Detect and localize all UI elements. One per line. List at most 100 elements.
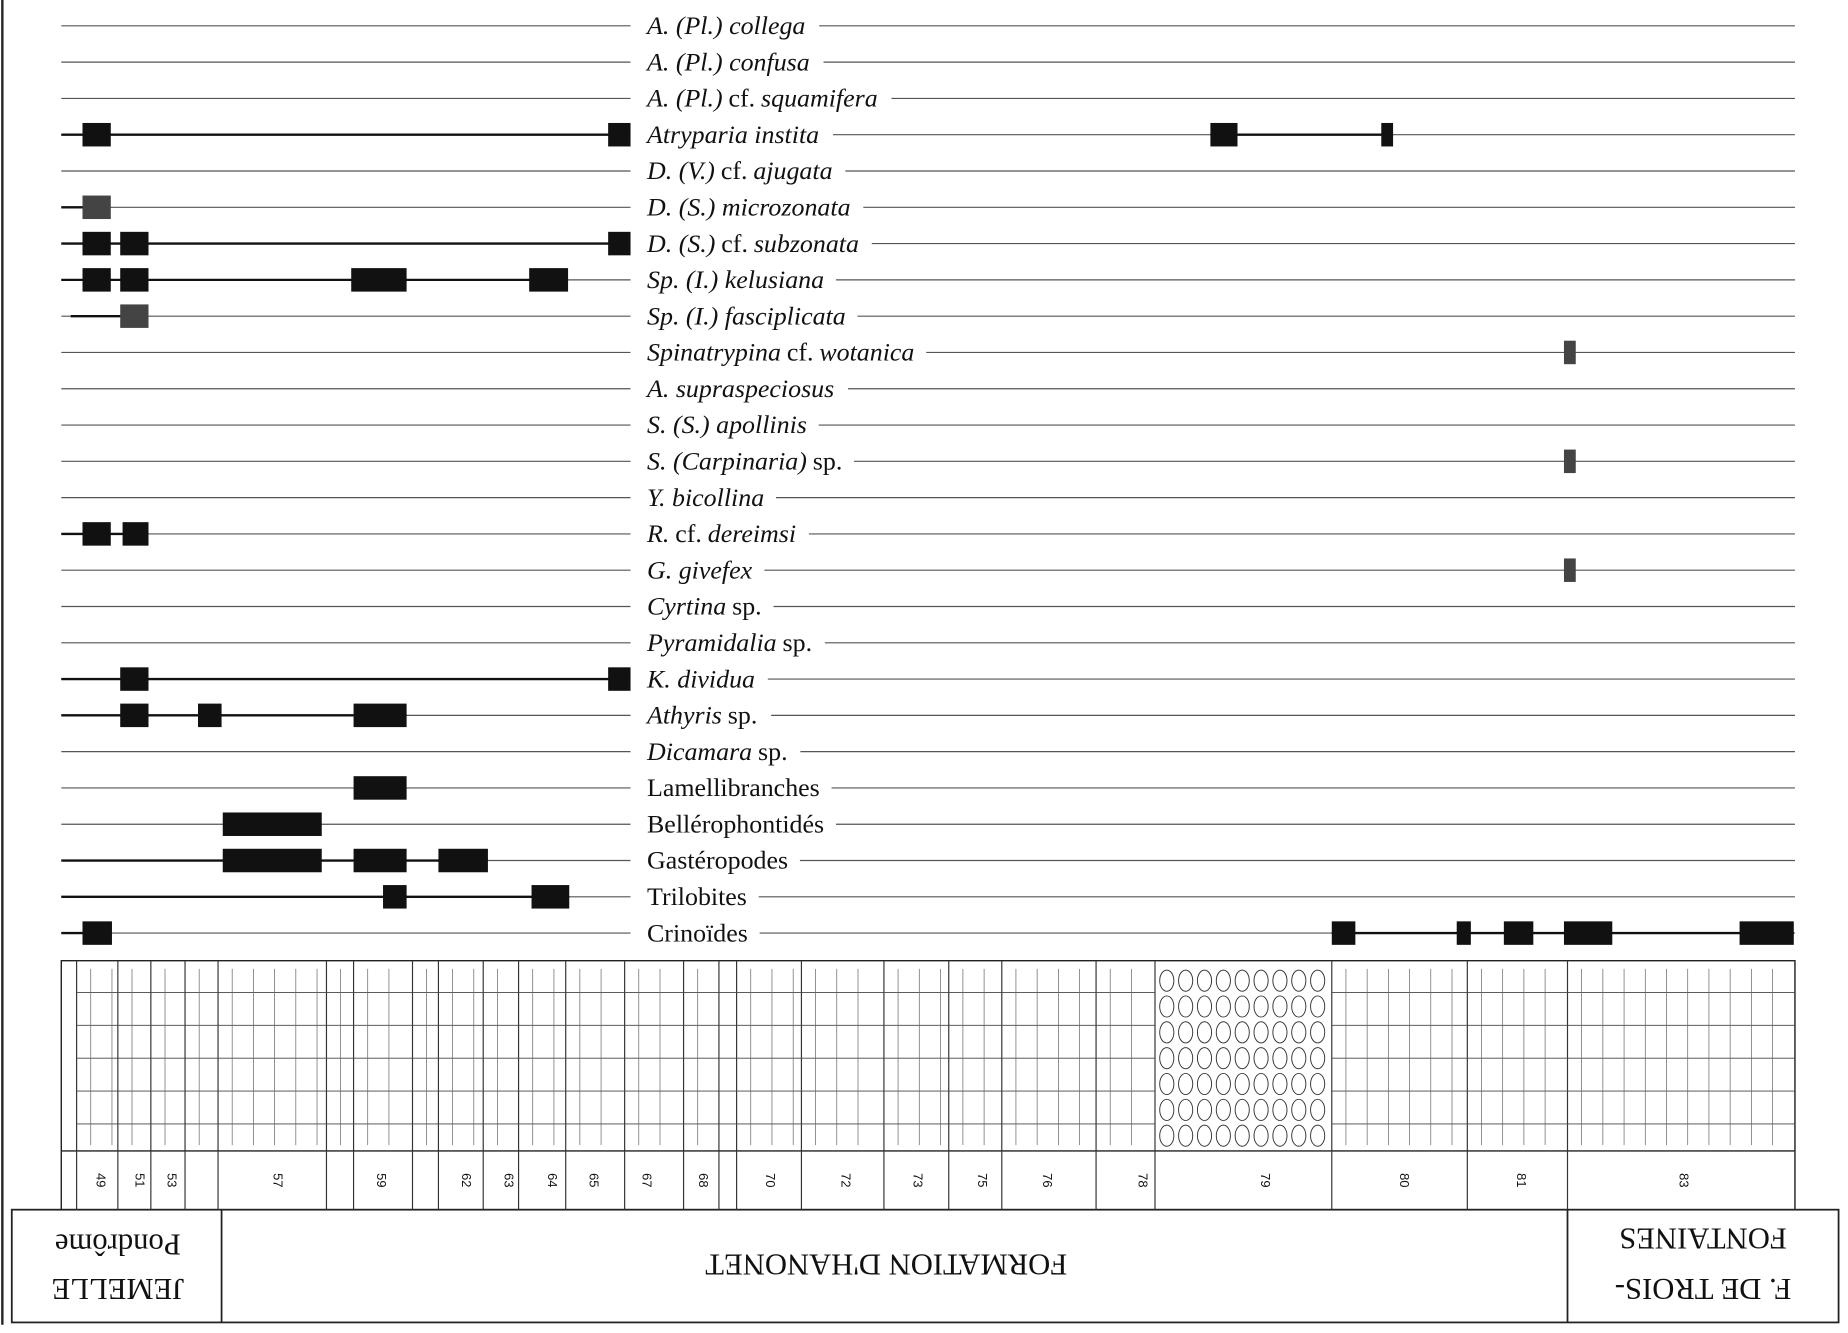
taxon-label: D. (V.) cf. ajugata (646, 156, 833, 185)
nodule (1234, 1072, 1250, 1096)
nodule (1253, 1047, 1269, 1070)
bed-number: 51 (133, 1173, 148, 1187)
occurrence (82, 231, 111, 256)
occurrence (1563, 449, 1576, 474)
bed-number: 63 (501, 1173, 516, 1187)
nodule (1215, 1124, 1231, 1147)
formation-label: F. DE TROIS- (1615, 1272, 1792, 1306)
taxon-part: ajugata (753, 156, 832, 185)
occurrence (120, 667, 149, 691)
bed-number: 79 (1258, 1173, 1273, 1187)
taxon-part: S. (Carpinaria) (647, 447, 807, 476)
bed-number: 53 (164, 1173, 179, 1187)
taxon-part: K. dividua (646, 664, 755, 693)
nodule (1310, 1072, 1326, 1096)
nodule (1272, 1124, 1288, 1147)
taxon-part: sp. (758, 737, 788, 766)
formation-label: JEMELLE (51, 1272, 184, 1306)
taxon-part: S. (S.) apollinis (647, 410, 807, 439)
bed-number: 81 (1514, 1173, 1529, 1187)
taxon-part: sp. (728, 701, 758, 730)
nodule (1291, 1072, 1307, 1096)
bed-number: 49 (94, 1173, 109, 1187)
occurrence (82, 268, 111, 292)
nodule (1291, 1047, 1307, 1070)
taxon-part: sp. (783, 628, 813, 657)
occurrence (1563, 558, 1576, 582)
taxon-part: cf. (675, 519, 702, 548)
occurrence (1563, 340, 1576, 365)
nodule (1215, 969, 1231, 992)
taxon-label: D. (S.) cf. subzonata (646, 229, 859, 258)
bed-number: 72 (838, 1173, 853, 1187)
nodule (1178, 1072, 1194, 1096)
nodule (1196, 1124, 1213, 1147)
nodule (1272, 1021, 1288, 1044)
nodule (1310, 1047, 1326, 1070)
nodule (1178, 969, 1194, 992)
occurrence (222, 848, 322, 873)
taxon-label: Trilobites (647, 882, 747, 911)
nodule (1291, 969, 1307, 992)
nodule (1178, 1047, 1194, 1070)
taxon-part: Dicamara (646, 737, 752, 766)
nodule (1159, 1047, 1175, 1070)
occurrence (351, 268, 407, 292)
nodule (1272, 969, 1288, 992)
occurrence (353, 848, 407, 873)
nodule (1196, 995, 1213, 1018)
nodule (1310, 1098, 1326, 1121)
bed-number: 78 (1135, 1173, 1150, 1187)
nodule (1234, 1124, 1250, 1147)
formation-label: FORMATION D'HANONET (705, 1247, 1067, 1281)
taxon-part: A. (Pl.) collega (645, 11, 805, 40)
taxon-part: sp. (813, 447, 843, 476)
nodule (1234, 995, 1250, 1018)
taxon-label: Lamellibranches (647, 773, 820, 802)
nodule (1234, 1098, 1250, 1121)
occurrence (531, 885, 570, 909)
taxon-part: Sp. (I.) kelusiana (647, 265, 824, 294)
nodule (1253, 995, 1269, 1018)
taxon-part: wotanica (819, 338, 914, 367)
taxon-part: Lamellibranches (647, 773, 820, 802)
nodule (1272, 1072, 1288, 1096)
nodule (1272, 1098, 1288, 1121)
occurrence (608, 231, 631, 256)
bed-number: 83 (1676, 1173, 1691, 1187)
bed-number: 65 (586, 1173, 601, 1187)
nodule (1291, 995, 1307, 1018)
taxon-part: cf. (729, 84, 756, 113)
nodule (1310, 1021, 1326, 1044)
taxon-part: A. (Pl.) (645, 84, 723, 113)
taxon-part: R. (646, 519, 669, 548)
nodule (1159, 969, 1175, 992)
nodule (1159, 1072, 1175, 1096)
taxon-part: subzonata (754, 229, 859, 258)
occurrence (608, 667, 631, 691)
taxon-part: Sp. (I.) fasciplicata (647, 301, 846, 330)
occurrence (529, 268, 569, 292)
bed-number: 59 (374, 1173, 389, 1187)
bed-number: 57 (270, 1173, 285, 1187)
taxon-label: K. dividua (646, 664, 755, 693)
taxon-label: A. (Pl.) cf. squamifera (645, 84, 878, 113)
occurrence (438, 848, 488, 873)
taxon-label: R. cf. dereimsi (646, 519, 796, 548)
nodule (1215, 1047, 1231, 1070)
taxon-part: dereimsi (708, 519, 796, 548)
bed-number: 62 (459, 1173, 474, 1187)
nodule (1272, 1047, 1288, 1070)
taxon-label: G. givefex (647, 555, 753, 584)
taxon-part: sp. (732, 592, 762, 621)
bed-number: 68 (696, 1173, 711, 1187)
taxon-part: A. supraspeciosus (645, 374, 834, 403)
nodule (1196, 1021, 1213, 1044)
taxon-part: D. (V.) (646, 156, 715, 185)
nodule (1215, 1098, 1231, 1121)
occurrence (1563, 921, 1613, 945)
occurrence (82, 122, 111, 147)
taxon-part: cf. (721, 156, 748, 185)
nodule (1291, 1021, 1307, 1044)
nodule (1215, 1072, 1231, 1096)
